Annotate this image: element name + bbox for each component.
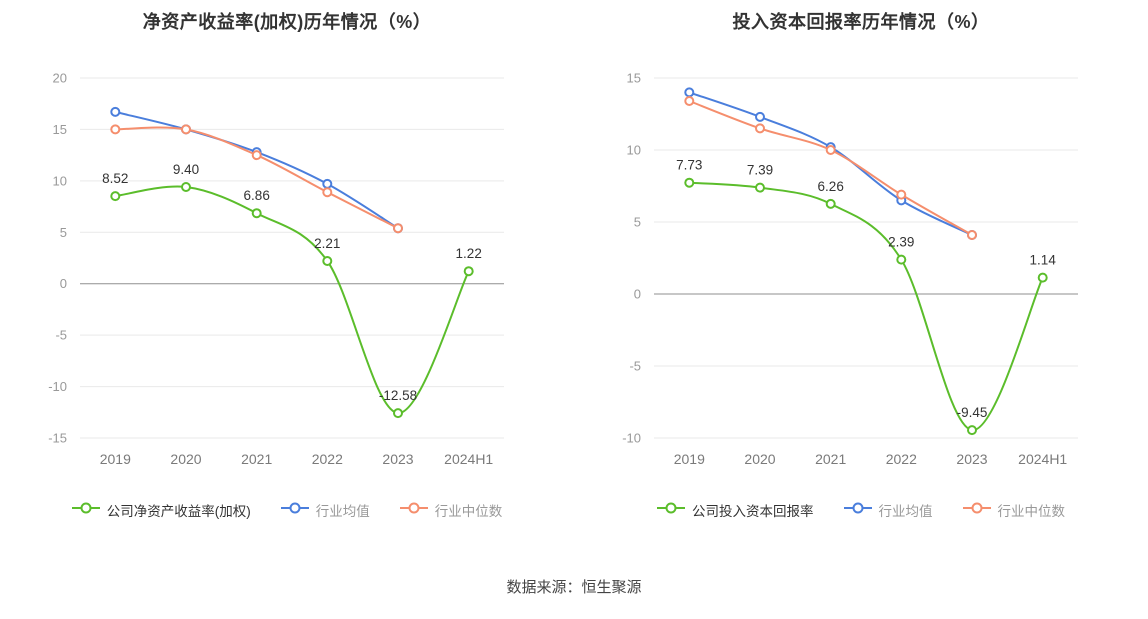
data-point-marker[interactable] (110, 124, 121, 135)
data-point-marker[interactable] (896, 189, 907, 200)
legend-item-industry-mean[interactable]: 行业均值 (843, 500, 933, 520)
legend-roic: 公司投入资本回报率 行业均值 行业中位数 (574, 500, 1148, 520)
data-point-marker[interactable] (322, 187, 333, 198)
x-tick-label: 2023 (382, 451, 413, 467)
data-point-label: -12.58 (379, 388, 417, 403)
data-point-label: 2.39 (888, 235, 914, 250)
data-point-marker[interactable] (393, 408, 403, 419)
legend-label: 行业均值 (878, 504, 933, 519)
data-point-label: 7.73 (676, 158, 702, 173)
data-point-label: 8.52 (102, 171, 128, 186)
x-tick-label: 2021 (241, 451, 272, 467)
data-point-marker[interactable] (393, 223, 403, 234)
data-point-marker[interactable] (684, 87, 695, 98)
data-point-marker[interactable] (181, 182, 191, 192)
y-tick-label: -10 (622, 431, 641, 446)
x-tick-label: 2019 (674, 451, 705, 467)
data-point-marker[interactable] (251, 150, 262, 161)
data-point-marker[interactable] (463, 266, 474, 277)
x-tick-label: 2022 (312, 451, 343, 467)
data-point-label: 1.22 (456, 246, 482, 261)
y-tick-label: 5 (634, 215, 641, 230)
line-circle-marker-icon (843, 501, 872, 520)
legend-item-company-roic[interactable]: 公司投入资本回报率 (657, 500, 814, 520)
roe-weighted-line-chart: 20 15 10 5 0 -5 -10 -15 2019 2020 2021 2022 2023 2024… (48, 71, 504, 467)
x-tick-label: 2020 (744, 451, 775, 467)
line-circle-marker-icon (280, 501, 309, 520)
chart-panel-roe-weighted: 净资产收益率(加权)历年情况（%） 20 15 10 5 0 -5 -10 -15 2019 20… (0, 0, 574, 520)
y-tick-label: -5 (629, 359, 641, 374)
y-tick-label: 0 (634, 287, 641, 302)
data-point-marker[interactable] (251, 208, 262, 219)
data-point-label: 2.21 (314, 236, 340, 251)
data-point-marker[interactable] (322, 178, 333, 189)
line-circle-marker-icon (71, 501, 100, 520)
y-tick-label: 15 (53, 122, 67, 137)
legend-label: 公司投入资本回报率 (692, 504, 814, 519)
y-tick-label: 20 (53, 71, 67, 86)
legend-label: 行业中位数 (434, 504, 503, 519)
data-point-label: 6.26 (818, 179, 844, 194)
line-circle-marker-icon (399, 501, 428, 520)
series-line (688, 91, 973, 236)
chart-title-roe-weighted: 净资产收益率(加权)历年情况（%） (142, 12, 432, 32)
data-point-marker[interactable] (825, 145, 836, 155)
legend-item-industry-median[interactable]: 行业中位数 (962, 500, 1066, 520)
y-tick-label: 10 (627, 143, 641, 158)
line-circle-marker-icon (962, 501, 991, 520)
series-line (114, 185, 470, 415)
charts-row: 净资产收益率(加权)历年情况（%） 20 15 10 5 0 -5 -10 -15 2019 20… (0, 0, 1148, 520)
x-tick-label: 2023 (956, 451, 987, 467)
data-point-marker[interactable] (825, 198, 836, 209)
data-point-label: 6.86 (244, 188, 270, 203)
data-point-marker[interactable] (755, 111, 765, 122)
data-point-marker[interactable] (684, 96, 695, 106)
y-tick-label: 5 (60, 225, 67, 240)
data-point-marker[interactable] (1037, 272, 1048, 283)
data-point-marker[interactable] (896, 254, 907, 265)
x-tick-label: 2024H1 (1018, 451, 1067, 467)
x-tick-label: 2022 (886, 451, 917, 467)
y-tick-label: -15 (48, 431, 67, 446)
legend-label: 行业均值 (315, 504, 370, 519)
data-point-marker[interactable] (684, 177, 695, 188)
chart-panel-roic: 投入资本回报率历年情况（%） 15 10 5 0 -5 -10 2019 2020 2021 20… (574, 0, 1148, 520)
data-point-marker[interactable] (755, 123, 765, 134)
data-point-marker[interactable] (967, 425, 977, 436)
data-point-marker[interactable] (110, 191, 121, 202)
y-tick-label: -10 (48, 379, 67, 394)
data-point-marker[interactable] (755, 182, 765, 193)
legend-label: 行业中位数 (997, 504, 1066, 519)
x-tick-label: 2021 (815, 451, 846, 467)
data-source-text: 数据来源：恒生聚源 (506, 579, 642, 596)
data-point-label: 7.39 (747, 163, 773, 178)
chart-title-roic: 投入资本回报率历年情况（%） (732, 12, 990, 32)
roic-line-chart: 15 10 5 0 -5 -10 2019 2020 2021 2022 2023 2024H1 7.7… (622, 71, 1078, 467)
x-tick-label: 2019 (100, 451, 131, 467)
data-point-marker[interactable] (110, 106, 121, 117)
y-tick-label: -5 (55, 328, 67, 343)
y-tick-label: 0 (60, 276, 67, 291)
legend-label: 公司净资产收益率(加权) (106, 504, 251, 519)
data-point-label: 9.40 (173, 162, 199, 177)
y-tick-label: 10 (53, 173, 67, 188)
data-point-marker[interactable] (967, 230, 977, 240)
legend-item-company-roe[interactable]: 公司净资产收益率(加权) (71, 500, 251, 520)
legend-item-industry-mean[interactable]: 行业均值 (280, 500, 370, 520)
legend-roe-weighted: 公司净资产收益率(加权) 行业均值 行业中位数 (0, 500, 574, 520)
data-point-label: 1.14 (1030, 253, 1057, 268)
y-tick-label: 15 (627, 71, 641, 86)
line-circle-marker-icon (657, 501, 685, 520)
x-tick-label: 2024H1 (444, 451, 493, 467)
data-point-marker[interactable] (181, 124, 191, 135)
series-line (688, 181, 1044, 432)
data-point-label: -9.45 (957, 405, 988, 420)
x-tick-label: 2020 (170, 451, 201, 467)
legend-item-industry-median[interactable]: 行业中位数 (399, 500, 503, 520)
data-point-marker[interactable] (322, 256, 333, 266)
